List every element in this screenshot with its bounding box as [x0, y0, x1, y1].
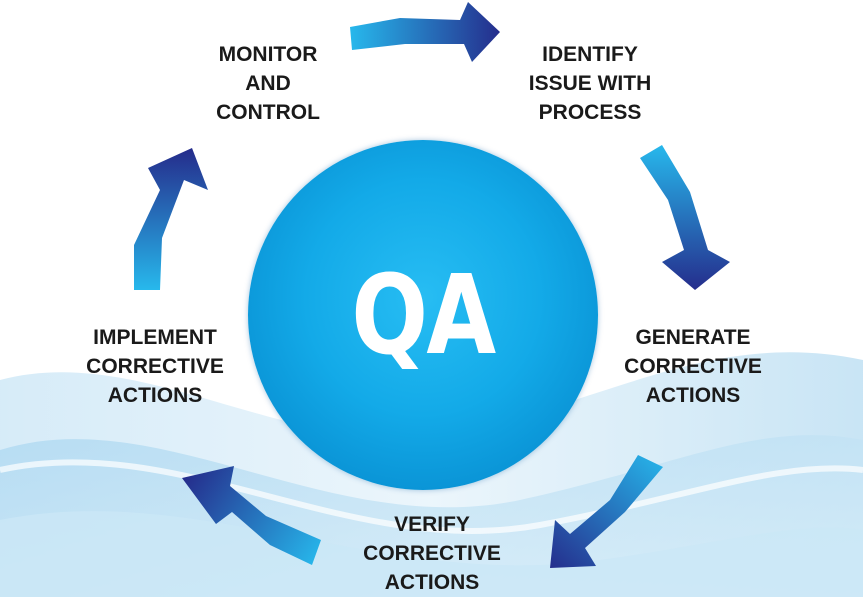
qa-center-circle [248, 140, 598, 490]
arrow-monitor-to-identify-icon [350, 2, 500, 62]
arrow-identify-to-generate-icon [640, 145, 730, 290]
step-identify-label: IDENTIFY ISSUE WITH PROCESS [528, 43, 652, 124]
arrow-implement-to-monitor-icon [134, 148, 208, 290]
wave-front [0, 511, 863, 597]
wave-highlight [0, 459, 863, 535]
step-implement-label: IMPLEMENT CORRECTIVE ACTIONS [86, 326, 224, 407]
step-monitor-label: MONITOR AND CONTROL [216, 43, 320, 124]
arrow-generate-to-verify-icon [550, 455, 663, 568]
step-generate-label: GENERATE CORRECTIVE ACTIONS [624, 326, 762, 407]
qa-center-label: QA [351, 251, 496, 379]
step-verify-label: VERIFY CORRECTIVE ACTIONS [363, 513, 501, 594]
arrow-verify-to-implement-icon [182, 466, 321, 565]
